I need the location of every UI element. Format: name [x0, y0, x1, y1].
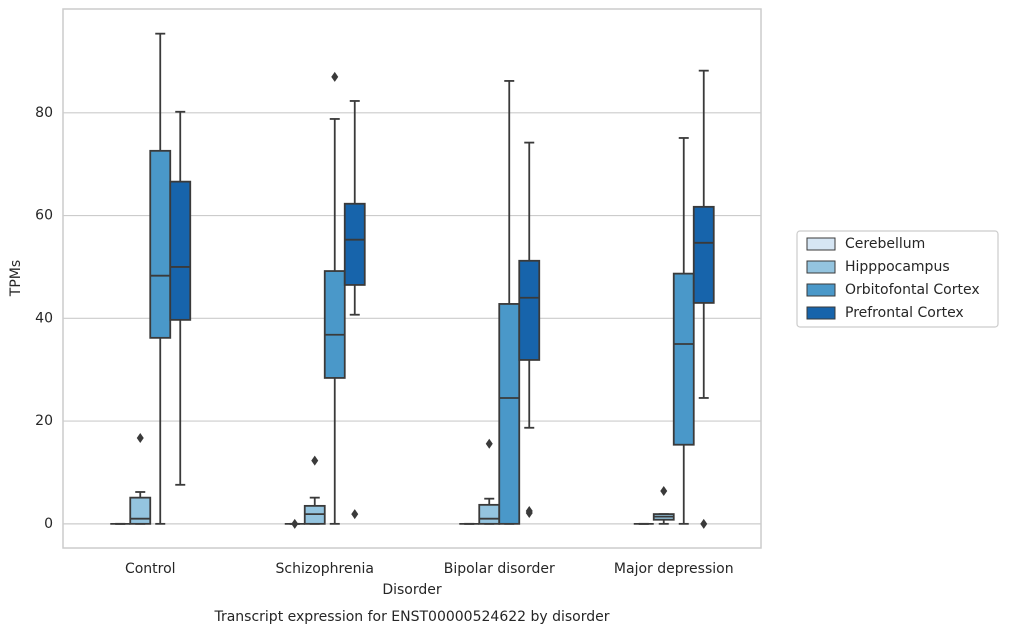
legend-frame — [796, 230, 999, 328]
box — [672, 272, 695, 446]
box — [169, 180, 192, 321]
outlier — [311, 455, 319, 466]
outlier — [291, 518, 299, 529]
x-tick-label: Schizophrenia — [276, 561, 374, 577]
x-tick-label: Control — [125, 561, 176, 577]
outlier — [700, 518, 708, 529]
x-tick-label: Major depression — [614, 561, 734, 577]
legend-swatch — [806, 237, 836, 251]
box — [478, 503, 501, 525]
legend-label: Prefrontal Cortex — [845, 305, 964, 321]
outlier — [351, 509, 359, 520]
box — [129, 496, 152, 525]
legend-label: Orbitofontal Cortex — [845, 282, 980, 298]
box — [692, 205, 715, 304]
legend-label: Hipppocampus — [845, 259, 950, 275]
legend-swatch — [806, 283, 836, 297]
box — [323, 270, 346, 379]
legend-label: Cerebellum — [845, 236, 925, 252]
y-tick-label: 20 — [35, 413, 53, 429]
outlier — [660, 485, 668, 496]
box — [343, 202, 366, 286]
chart-title: Transcript expression for ENST0000052462… — [213, 609, 609, 625]
plot-frame — [62, 8, 762, 549]
y-tick-label: 0 — [44, 516, 53, 532]
box — [498, 303, 521, 525]
y-axis-label: TPMs — [8, 260, 24, 297]
x-tick-label: Bipolar disorder — [444, 561, 555, 577]
outlier — [331, 71, 339, 82]
y-tick-label: 60 — [35, 208, 53, 224]
box — [149, 149, 172, 339]
outlier — [485, 438, 493, 449]
box — [518, 259, 541, 361]
legend-swatch — [806, 260, 836, 274]
legend-swatch — [806, 306, 836, 320]
outlier — [136, 433, 144, 444]
x-axis-label: Disorder — [382, 582, 442, 598]
y-tick-label: 80 — [35, 105, 53, 121]
outlier — [525, 508, 533, 519]
y-tick-label: 40 — [35, 310, 53, 326]
